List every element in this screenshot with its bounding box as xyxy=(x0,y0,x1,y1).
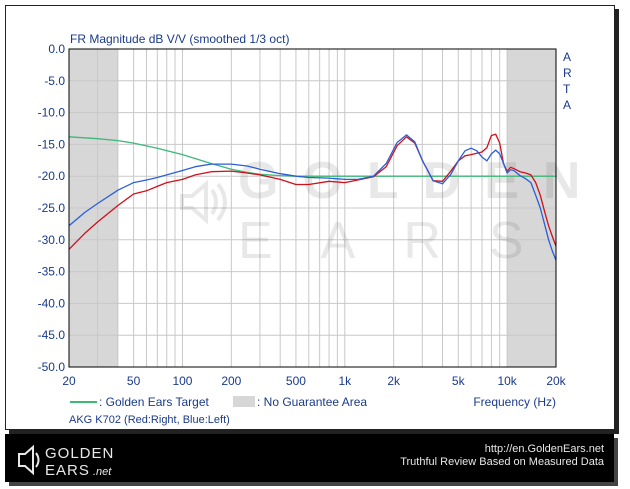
watermark-speaker-icon xyxy=(180,179,227,225)
footer-tagline: Truthful Review Based on Measured Data xyxy=(400,456,604,468)
watermark-line2: EARS xyxy=(238,212,572,270)
y-tick-label: -15.0 xyxy=(38,137,66,151)
footer-url[interactable]: http://en.GoldenEars.net xyxy=(484,443,604,455)
x-tick-label: 20k xyxy=(546,374,566,388)
y-tick-labels: 0.0 -5.0 -10.0 -15.0 -20.0 -25.0 -30.0 -35.0 -40… xyxy=(38,42,66,374)
logo-bottom-text: EARS xyxy=(45,462,90,478)
y-tick-label: -30.0 xyxy=(38,233,66,247)
x-tick-label: 100 xyxy=(172,374,192,388)
legend-target-label: : Golden Ears Target xyxy=(99,395,210,409)
arta-letter: T xyxy=(563,82,571,96)
series-lines xyxy=(68,133,557,261)
x-tick-label: 20 xyxy=(62,374,76,388)
series-line-left xyxy=(68,134,557,261)
y-tick-label: -5.0 xyxy=(44,74,65,88)
arta-letter: R xyxy=(563,66,572,80)
model-label: AKG K702 (Red:Right, Blue:Left) xyxy=(69,414,230,426)
x-tick-labels: 20 50 100 200 500 1k 2k 5k 10k 20k xyxy=(62,374,566,388)
x-axis-label: Frequency (Hz) xyxy=(473,395,556,409)
footer-bar: GOLDEN EARS .net http://en.GoldenEars.ne… xyxy=(5,434,614,482)
y-tick-label: 0.0 xyxy=(48,42,65,56)
y-tick-label: -50.0 xyxy=(38,360,66,374)
y-tick-label: -40.0 xyxy=(38,296,66,310)
x-tick-label: 500 xyxy=(286,374,306,388)
legend-area-label: : No Guarantee Area xyxy=(257,395,367,409)
x-tick-label: 10k xyxy=(497,374,517,388)
x-tick-label: 1k xyxy=(338,374,352,388)
x-tick-label: 200 xyxy=(221,374,241,388)
logo-top-text: GOLDEN xyxy=(45,445,114,462)
y-tick-label: -10.0 xyxy=(38,106,66,120)
y-tick-label: -20.0 xyxy=(38,169,66,183)
y-tick-label: -25.0 xyxy=(38,201,66,215)
chart-title: FR Magnitude dB V/V (smoothed 1/3 oct) xyxy=(70,32,289,46)
logo-suffix-text: .net xyxy=(93,466,112,478)
golden-ears-logo: GOLDEN EARS .net xyxy=(18,444,114,478)
x-tick-label: 2k xyxy=(387,374,401,388)
y-tick-label: -45.0 xyxy=(38,328,66,342)
legend-area-swatch xyxy=(233,396,255,407)
arta-letter: A xyxy=(563,98,571,112)
plot-area-border xyxy=(68,48,557,368)
watermark-line1: GOLDEN xyxy=(238,152,604,210)
y-tick-label: -35.0 xyxy=(38,265,66,279)
x-tick-label: 50 xyxy=(127,374,141,388)
grid xyxy=(69,49,556,367)
watermark: GOLDEN EARS xyxy=(180,152,604,270)
speaker-logo-icon xyxy=(18,444,40,476)
footer-info: http://en.GoldenEars.net Truthful Review… xyxy=(400,443,604,469)
x-tick-label: 5k xyxy=(452,374,466,388)
arta-letter: A xyxy=(563,50,571,64)
